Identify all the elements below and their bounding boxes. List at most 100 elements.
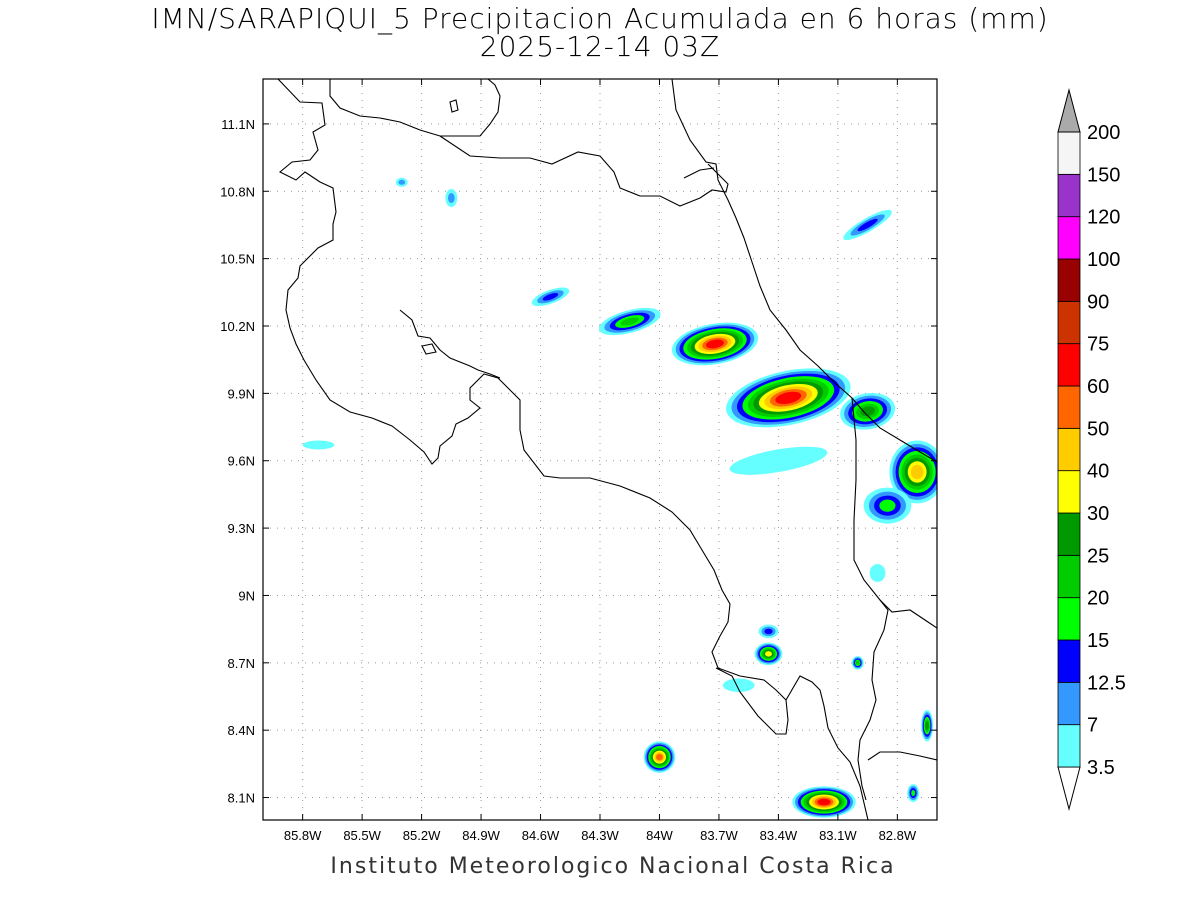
lat-tick-label: 11.1N xyxy=(221,117,255,132)
precip-contour xyxy=(857,218,878,232)
lon-tick-label: 82.8W xyxy=(879,828,917,843)
nicoya-inner xyxy=(399,309,501,379)
precip-contour xyxy=(911,790,916,797)
lat-tick-label: 8.4N xyxy=(228,723,255,738)
precip-contour xyxy=(398,179,406,185)
northern-border xyxy=(439,135,729,207)
border-fragment xyxy=(683,167,715,179)
precip-cell xyxy=(754,642,783,666)
precip-contour xyxy=(860,406,875,417)
lat-tick-label: 9.9N xyxy=(228,386,255,401)
coastline xyxy=(277,79,937,820)
precip-cell xyxy=(921,709,934,742)
precip-cell xyxy=(531,287,570,307)
footer-credit: Instituto Meteorologico Nacional Costa R… xyxy=(330,854,896,879)
precip-contour xyxy=(879,499,896,512)
lon-tick-label: 83.4W xyxy=(760,828,798,843)
lat-tick-label: 9.6N xyxy=(228,454,255,469)
precip-contour xyxy=(855,660,860,665)
lat-tick-label: 10.5N xyxy=(220,252,255,267)
lon-tick-label: 85.2W xyxy=(403,828,441,843)
colorbar-swatch xyxy=(1057,385,1081,429)
precip-contour xyxy=(722,678,755,693)
nicaragua-coast xyxy=(277,79,789,735)
precip-cell xyxy=(302,440,335,450)
lon-tick-label: 83.1W xyxy=(819,828,857,843)
map-datetime: 2025-12-14 03Z xyxy=(479,30,721,63)
lon-tick-label: 83.7W xyxy=(700,828,738,843)
lat-tick-label: 10.8N xyxy=(220,184,255,199)
colorbar-swatch xyxy=(1057,639,1081,683)
colorbar-swatch xyxy=(1057,258,1081,302)
precip-cell xyxy=(726,368,851,428)
precip-contour xyxy=(764,628,773,635)
precipitation-field xyxy=(302,177,937,818)
colorbar-label: 15 xyxy=(1087,630,1109,652)
colorbar-label: 7 xyxy=(1087,715,1098,737)
lon-tick-label: 85.8W xyxy=(284,828,322,843)
colorbar-label: 75 xyxy=(1087,334,1109,356)
precip-contour xyxy=(542,292,559,301)
precip-contour xyxy=(925,721,930,730)
colorbar-label: 90 xyxy=(1087,291,1109,313)
precip-cell xyxy=(851,656,864,670)
precip-cell xyxy=(792,786,856,818)
colorbar-label: 150 xyxy=(1087,164,1120,186)
colorbar-swatch xyxy=(1057,554,1081,599)
colorbar-swatch xyxy=(1057,343,1081,387)
colorbar-swatch xyxy=(1057,512,1081,556)
lat-tick-label: 8.7N xyxy=(228,656,255,671)
precip-contour xyxy=(910,464,924,480)
precip-contour xyxy=(656,753,663,761)
panama-east-coast xyxy=(879,599,937,629)
precip-contour xyxy=(620,317,639,326)
lat-tick-label: 9.3N xyxy=(228,521,255,536)
precip-cell xyxy=(395,177,408,187)
precip-cell xyxy=(889,440,937,504)
colorbar-swatch xyxy=(1057,681,1081,726)
precip-cell xyxy=(758,624,779,639)
colorbar-label: 20 xyxy=(1087,588,1109,610)
precip-cell xyxy=(445,189,458,207)
precip-cell xyxy=(863,487,912,524)
precip-cell xyxy=(643,741,676,773)
colorbar-label: 200 xyxy=(1087,122,1120,144)
gulf-island xyxy=(421,343,437,355)
colorbar-high-arrow xyxy=(1057,88,1081,133)
precip-cell xyxy=(722,678,755,693)
precip-cell xyxy=(869,564,886,582)
precip-contour xyxy=(447,192,455,204)
colorbar-label: 100 xyxy=(1087,249,1120,271)
colorbar-swatch xyxy=(1057,300,1081,345)
lat-tick-label: 10.2N xyxy=(220,319,255,334)
lon-tick-label: 85.5W xyxy=(343,828,381,843)
colorbar-label: 50 xyxy=(1087,418,1109,440)
lat-tick-label: 9N xyxy=(238,588,255,603)
colorbar-swatch xyxy=(1057,427,1081,472)
lake-fragment xyxy=(449,99,459,113)
colorbar-label: 3.5 xyxy=(1087,757,1115,779)
lon-tick-label: 84.9W xyxy=(462,828,500,843)
colorbar-swatch xyxy=(1057,597,1081,641)
lat-tick-label: 8.1N xyxy=(228,791,255,806)
precip-contour xyxy=(765,651,772,657)
colorbar-swatch xyxy=(1057,470,1081,514)
lon-tick-label: 84.6W xyxy=(522,828,560,843)
colorbar-label: 12.5 xyxy=(1087,672,1126,694)
precip-cell xyxy=(907,784,920,803)
axis-ticks: 11.1N 10.8N 10.5N 10.2N 9.9N 9.6N 9.3N 9N 8.7N 8.… xyxy=(220,79,937,843)
map-title: IMN/SARAPIQUI_5 Precipitacion Acumulada … xyxy=(151,2,1049,35)
precip-cell xyxy=(729,446,828,475)
caribbean-coast xyxy=(671,79,937,463)
precip-contour xyxy=(706,339,724,349)
costa-rica-pacific-coast-south xyxy=(785,675,869,820)
colorbar-label: 40 xyxy=(1087,461,1109,483)
colorbar-label: 120 xyxy=(1087,207,1120,229)
colorbar-label: 60 xyxy=(1087,376,1109,398)
precip-contour xyxy=(302,440,335,450)
panama-border xyxy=(851,397,889,801)
colorbar-swatch xyxy=(1057,216,1081,260)
lon-tick-label: 84.3W xyxy=(581,828,619,843)
